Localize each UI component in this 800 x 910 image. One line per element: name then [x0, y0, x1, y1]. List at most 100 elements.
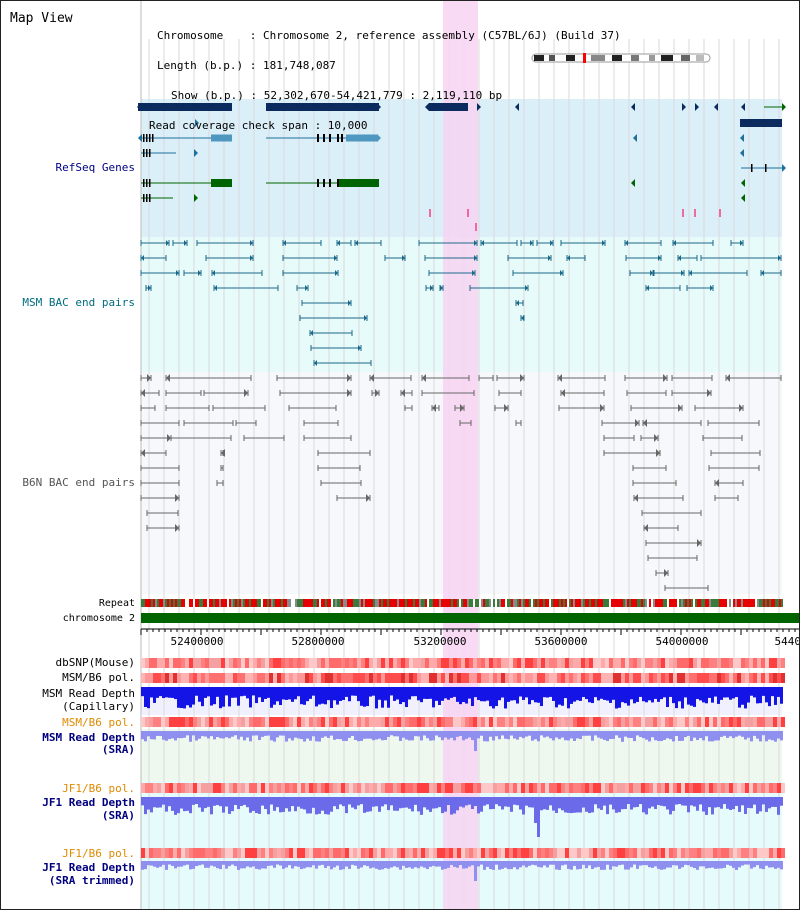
msm-capillary-depth-bar — [552, 687, 555, 701]
jf1-pol-heat — [493, 783, 497, 793]
jf1-pol-trim-heat — [189, 848, 193, 858]
repeat-segment — [157, 599, 159, 607]
msm-pol-heat — [353, 673, 357, 683]
msm-pol-sra-heat — [773, 717, 777, 727]
msm-capillary-depth-bar — [648, 687, 651, 701]
track-label-msm-b6-pol[interactable]: MSM/B6 pol. — [62, 671, 135, 684]
track-label-jf1-b6-pol[interactable]: JF1/B6 pol. — [62, 782, 135, 795]
jf1-pol-heat — [633, 783, 637, 793]
jf1-pol-heat — [337, 783, 341, 793]
msm-capillary-depth-bar — [531, 687, 534, 701]
track-label-jf1-read-depth-trimmed[interactable]: JF1 Read Depth — [42, 861, 135, 874]
repeat-segment — [591, 599, 593, 607]
jf1-pol-heat — [349, 783, 353, 793]
dbsnp-heat — [297, 658, 301, 668]
jf1-sra-depth-bar — [327, 797, 330, 815]
repeat-segment — [163, 599, 165, 607]
jf1-sra-depth-bar — [489, 797, 492, 810]
jf1-trim-depth-bar — [486, 861, 489, 867]
msm-pol-sra-heat — [721, 717, 725, 727]
repeat-segment — [309, 599, 311, 607]
track-label-jf1-read-depth-sra[interactable]: JF1 Read Depth — [42, 796, 135, 809]
msm-capillary-depth-bar — [663, 687, 666, 698]
jf1-pol-heat — [297, 783, 301, 793]
jf1-pol-trim-heat — [305, 848, 309, 858]
jf1-sra-depth-bar — [216, 797, 219, 806]
jf1-trim-depth-bar — [255, 861, 258, 869]
repeat-segment — [523, 599, 525, 607]
msm-pol-sra-heat — [601, 717, 605, 727]
msm-sra-depth-bar — [672, 731, 675, 742]
msm-capillary-depth-bar — [705, 687, 708, 704]
track-label-jf1-b6-pol-trimmed[interactable]: JF1/B6 pol. — [62, 847, 135, 860]
jf1-pol-trim-heat — [301, 848, 305, 858]
jf1-trim-depth-bar — [579, 861, 582, 869]
jf1-sra-depth-bar — [381, 797, 384, 807]
jf1-pol-trim-heat — [601, 848, 605, 858]
msm-pol-heat — [537, 673, 541, 683]
dbsnp-heat — [277, 658, 281, 668]
dbsnp-heat — [353, 658, 357, 668]
repeat-segment — [419, 599, 421, 607]
msm-pol-sra-heat — [421, 717, 425, 727]
msm-sra-depth-bar — [606, 731, 609, 741]
jf1-sra-depth-bar — [207, 797, 210, 807]
msm-pol-heat — [285, 673, 289, 683]
jf1-sra-depth-bar — [366, 797, 369, 812]
msm-pol-sra-heat — [457, 717, 461, 727]
msm-pol-sra-heat — [493, 717, 497, 727]
track-label-b6n-bac[interactable]: B6N BAC end pairs — [22, 476, 135, 489]
msm-sra-depth-bar — [249, 731, 252, 742]
track-label-dbsnp[interactable]: dbSNP(Mouse) — [55, 656, 135, 669]
track-label-msm-b6-pol-sra[interactable]: MSM/B6 pol. — [62, 716, 135, 729]
strand-arrow-right — [520, 374, 524, 382]
msm-pol-sra-heat — [781, 717, 785, 727]
repeat-segment — [577, 599, 579, 607]
msm-sra-depth-bar — [630, 731, 633, 739]
jf1-sra-depth-bar — [258, 797, 261, 814]
msm-capillary-depth-bar — [624, 687, 627, 704]
jf1-sra-depth-bar — [444, 797, 447, 812]
jf1-trim-depth-bar — [429, 861, 432, 867]
repeat-segment — [231, 599, 233, 607]
repeat-segment — [379, 599, 381, 607]
jf1-pol-heat — [293, 783, 297, 793]
dbsnp-heat — [341, 658, 345, 668]
repeat-segment — [175, 599, 177, 607]
msm-pol-heat — [477, 673, 481, 683]
msm-sra-depth-bar — [588, 731, 591, 736]
jf1-trim-depth-bar — [618, 861, 621, 866]
jf1-sra-depth-bar — [399, 797, 402, 809]
track-label-msm-bac[interactable]: MSM BAC end pairs — [22, 296, 135, 309]
repeat-segment — [233, 599, 235, 607]
track-label-refseq[interactable]: RefSeq Genes — [55, 161, 135, 174]
msm-pol-sra-heat — [377, 717, 381, 727]
msm-capillary-depth-bar — [777, 687, 780, 697]
msm-capillary-depth-bar — [228, 687, 231, 707]
msm-sra-depth-bar — [276, 731, 279, 738]
jf1-sra-depth-bar — [555, 797, 558, 814]
track-label-msm-read-depth-sra[interactable]: MSM Read Depth — [42, 731, 135, 744]
jf1-trim-depth-bar — [483, 861, 486, 870]
track-label-msm-read-depth-capillary[interactable]: MSM Read Depth — [42, 687, 135, 700]
jf1-pol-trim-heat — [669, 848, 673, 858]
jf1-pol-heat — [609, 783, 613, 793]
jf1-sra-depth-bar — [714, 797, 717, 808]
msm-sra-depth-bar — [228, 731, 231, 739]
dbsnp-heat — [233, 658, 237, 668]
jf1-sra-depth-bar — [306, 797, 309, 814]
msm-capillary-depth-bar — [558, 687, 561, 705]
repeat-segment — [585, 599, 587, 607]
msm-pol-sra-heat — [317, 717, 321, 727]
jf1-sra-depth-bar — [429, 797, 432, 812]
msm-sra-depth-bar — [597, 731, 600, 738]
msm-sra-depth-bar — [663, 731, 666, 740]
msm-pol-sra-heat — [321, 717, 325, 727]
jf1-pol-trim-heat — [269, 848, 273, 858]
dbsnp-heat — [497, 658, 501, 668]
jf1-sra-depth-bar — [222, 797, 225, 813]
msm-sra-depth-bar — [738, 731, 741, 736]
msm-capillary-depth-bar — [708, 687, 711, 698]
repeat-segment — [519, 599, 521, 607]
